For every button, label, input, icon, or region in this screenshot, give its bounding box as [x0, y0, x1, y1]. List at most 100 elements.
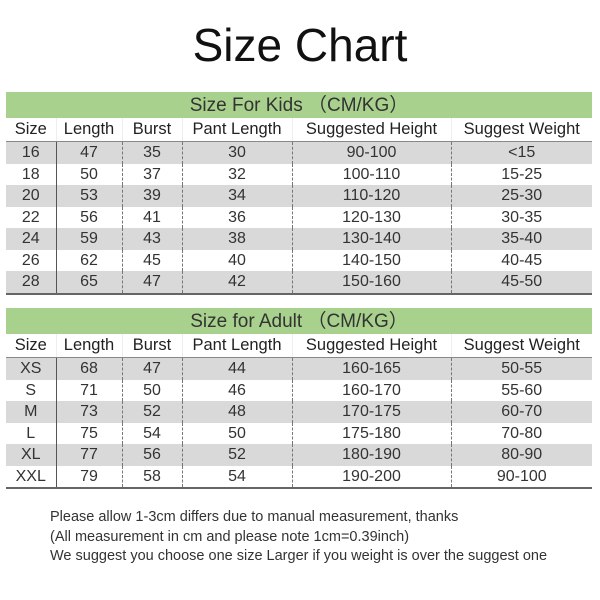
table-cell: 160-170	[291, 379, 451, 401]
table-row: 26 62 45 40 140-150 40-45	[6, 249, 592, 271]
table-cell: XS	[6, 357, 56, 380]
column-header: Burst	[121, 334, 182, 358]
table-cell: 175-180	[291, 422, 451, 444]
table-cell: 50	[55, 163, 122, 185]
table-cell: 79	[55, 465, 122, 489]
kids-table-heading: Size For Kids （CM/KG）	[6, 92, 592, 118]
table-cell: 50-55	[450, 357, 592, 380]
table-cell: 190-200	[291, 465, 451, 489]
table-cell: 41	[121, 206, 182, 228]
table-row: S 71 50 46 160-170 55-60	[6, 379, 592, 401]
column-header: Suggest Weight	[450, 118, 592, 142]
table-cell: 25-30	[450, 185, 592, 207]
table-cell: 18	[21, 165, 40, 183]
table-cell: 50	[121, 379, 182, 401]
table-cell: 59	[55, 228, 122, 250]
table-cell: XXL	[6, 465, 56, 489]
table-row: 22 56 41 36 120-130 30-35	[6, 206, 592, 228]
table-row: XXL 79 58 54 190-200 90-100	[6, 465, 592, 489]
table-cell: 180-190	[291, 444, 451, 466]
table-cell: 56	[121, 444, 182, 466]
column-header: Pant Length	[181, 118, 292, 142]
table-cell: 170-175	[291, 401, 451, 423]
column-header: Burst	[121, 118, 182, 142]
table-cell: 160-165	[291, 357, 451, 380]
table-cell: 47	[121, 271, 182, 295]
note-line: (All measurement in cm and please note 1…	[50, 528, 410, 545]
table-cell: 35	[121, 141, 182, 164]
adult-size-table: Size for Adult （CM/KG） Size Length Burst Pa…	[6, 308, 592, 489]
table-cell: 15-25	[450, 163, 592, 185]
table-cell: 37	[121, 163, 182, 185]
table-cell: 68	[55, 357, 122, 380]
column-header: Length	[55, 334, 122, 358]
adult-table-heading: Size for Adult （CM/KG）	[6, 308, 592, 334]
table-cell: 71	[55, 379, 122, 401]
table-cell: 39	[121, 185, 182, 207]
table-cell: 53	[55, 185, 122, 207]
table-cell: 65	[55, 271, 122, 295]
table-cell: 100-110	[291, 163, 451, 185]
table-cell: 73	[55, 401, 122, 423]
table-cell: 130-140	[291, 228, 451, 250]
table-cell: 24	[6, 228, 56, 250]
table-cell: M	[6, 401, 56, 423]
table-cell: 40	[181, 249, 292, 271]
table-cell: 140-150	[291, 249, 451, 271]
table-cell: XL	[6, 444, 56, 466]
table-cell: 80-90	[450, 444, 592, 466]
table-row: 28 65 47 42 150-160 45-50	[6, 271, 592, 295]
table-cell: 16	[6, 141, 56, 164]
table-row: 16 47 35 30 90-100 <15	[6, 141, 592, 164]
table-cell: 20	[6, 185, 56, 207]
table-cell: 90-100	[450, 465, 592, 489]
table-cell: 30-35	[450, 206, 592, 228]
table-cell: 54	[181, 465, 292, 489]
header-row: Size Length Burst Pant Length Suggested Heig…	[6, 334, 592, 358]
table-cell: 52	[181, 444, 292, 466]
table-cell: 90-100	[291, 141, 451, 164]
table-row: 20 53 39 34 110-120 25-30	[6, 185, 592, 207]
table-cell: 45-50	[450, 271, 592, 295]
note-line: We suggest you choose one size Larger if…	[50, 548, 548, 564]
table-cell: 120-130	[291, 206, 451, 228]
table-cell: 48	[181, 401, 292, 423]
column-header: Suggested Height	[291, 334, 451, 358]
table-row: L 75 54 50 175-180 70-80	[6, 422, 592, 444]
header-row: Size Length Burst Pant Length Suggested Heig…	[6, 118, 592, 142]
kids-size-table: Size For Kids （CM/KG） Size Length Burst Pan…	[6, 92, 592, 295]
table-row: 24 59 43 38 130-140 35-40	[6, 228, 592, 250]
table-cell: <15	[450, 141, 592, 164]
table-row: 18 50 37 32 100-110 15-25	[6, 163, 592, 185]
column-header: Pant Length	[181, 334, 292, 358]
column-header: Suggested Height	[291, 118, 451, 142]
table-cell: 60-70	[450, 401, 592, 423]
table-cell: 38	[181, 228, 292, 250]
column-header: Suggest Weight	[450, 334, 592, 358]
column-header: Size	[6, 118, 56, 142]
table-cell: 75	[55, 422, 122, 444]
table-cell: 54	[121, 422, 182, 444]
table-cell: 40-45	[450, 249, 592, 271]
table-cell: 52	[121, 401, 182, 423]
column-header: Length	[55, 118, 122, 142]
table-cell: 47	[121, 357, 182, 380]
table-cell: 32	[181, 163, 292, 185]
table-cell: 50	[181, 422, 292, 444]
table-cell: 42	[181, 271, 292, 295]
table-cell: 34	[181, 185, 292, 207]
table-cell: 35-40	[450, 228, 592, 250]
table-cell: 77	[55, 444, 122, 466]
table-cell: 26	[21, 251, 40, 269]
table-cell: 150-160	[291, 271, 451, 295]
column-header: Size	[6, 334, 56, 358]
table-cell: 30	[181, 141, 292, 164]
table-cell: 46	[181, 379, 292, 401]
table-cell: 22	[21, 208, 40, 226]
table-cell: 28	[6, 271, 56, 295]
table-row: XL 77 56 52 180-190 80-90	[6, 444, 592, 466]
notes: Please allow 1-3cm differs due to manual…	[50, 508, 547, 567]
table-cell: 36	[181, 206, 292, 228]
note-line: Please allow 1-3cm differs due to manual…	[50, 509, 459, 525]
table-cell: S	[25, 381, 37, 399]
